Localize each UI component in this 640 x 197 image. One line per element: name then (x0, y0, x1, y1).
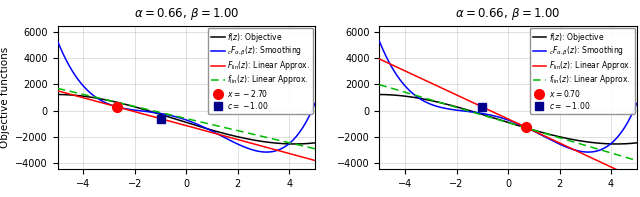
Title: $\alpha = 0.66,\, \beta = 1.00$: $\alpha = 0.66,\, \beta = 1.00$ (455, 6, 561, 22)
Legend: $f(z)$: Objective, $_cF_{\alpha,\beta}(z)$: Smoothing, $F_{\mathrm{lin}}(z)$: Li: $f(z)$: Objective, $_cF_{\alpha,\beta}(z… (208, 28, 313, 114)
X-axis label: $z$: $z$ (182, 195, 190, 197)
Title: $\alpha = 0.66,\, \beta = 1.00$: $\alpha = 0.66,\, \beta = 1.00$ (134, 6, 239, 22)
Legend: $f(z)$: Objective, $_cF_{\alpha,\beta}(z)$: Smoothing, $F_{\mathrm{lin}}(z)$: Li: $f(z)$: Objective, $_cF_{\alpha,\beta}(z… (529, 28, 634, 114)
X-axis label: $z$: $z$ (504, 195, 512, 197)
Y-axis label: Objective functions: Objective functions (0, 47, 10, 148)
